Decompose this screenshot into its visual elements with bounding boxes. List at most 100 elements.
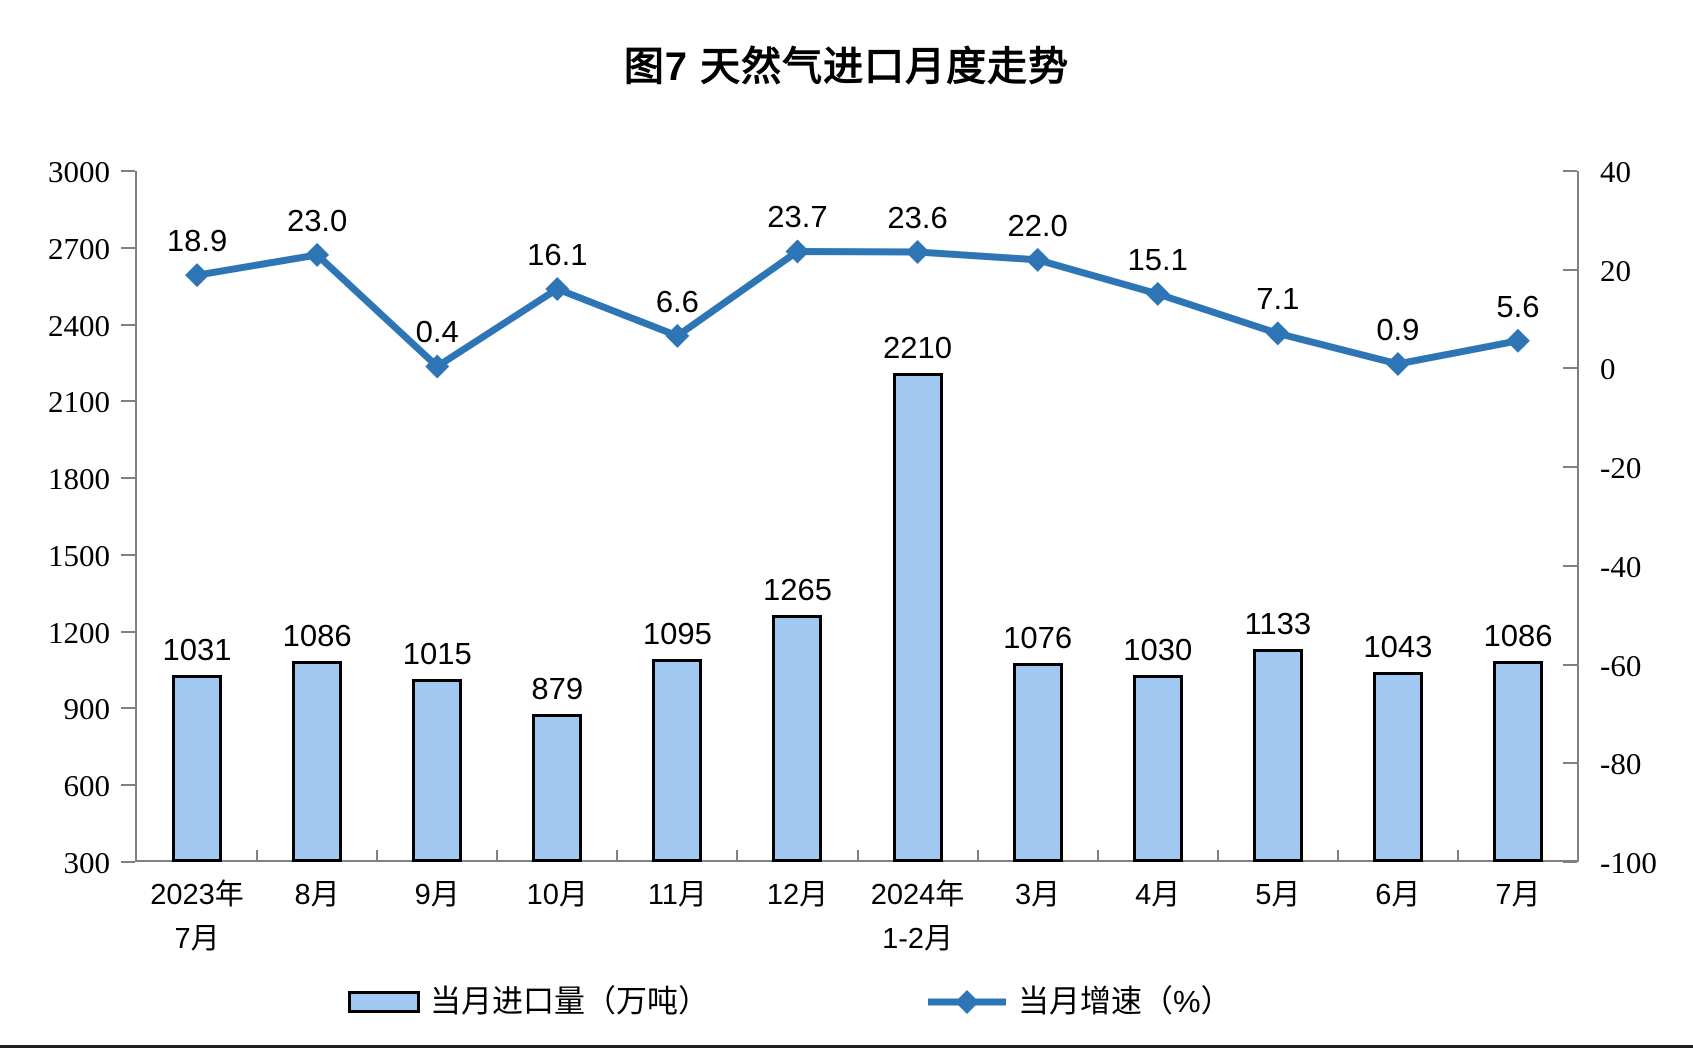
legend-item-imports: 当月进口量（万吨） [348, 986, 709, 1017]
bar [292, 660, 343, 862]
line-point-label: 15.1 [1127, 241, 1188, 277]
bar [1252, 648, 1303, 862]
x-axis-line [135, 860, 1579, 862]
left-axis-tick-label: 3000 [48, 154, 110, 189]
line-marker-diamond-icon [185, 263, 210, 288]
line-point-label: 16.1 [527, 236, 588, 272]
left-axis-tick [121, 553, 135, 556]
x-axis-label: 2023年 7月 [150, 879, 244, 955]
right-axis-tick [1563, 268, 1577, 271]
line-marker-diamond-icon [1265, 321, 1290, 346]
line-legend-glyph [928, 989, 1006, 1014]
line-marker-diamond-icon [305, 242, 330, 267]
left-axis-tick-label: 2100 [48, 384, 110, 420]
line-marker-diamond-icon [665, 323, 690, 348]
legend-label-growth: 当月增速（%） [1018, 984, 1232, 1019]
x-axis-label: 12月 [766, 879, 829, 911]
right-axis-tick [1563, 466, 1577, 469]
x-axis-tick [1216, 850, 1219, 860]
line-marker-diamond-icon [1025, 247, 1050, 272]
bar [1372, 671, 1423, 862]
line-legend-swatch-icon [926, 989, 1008, 1015]
line-point-label: 5.6 [1496, 288, 1540, 324]
x-axis-tick [616, 850, 619, 860]
legend-label-imports: 当月进口量（万吨） [430, 984, 709, 1019]
bottom-divider [0, 1045, 1693, 1048]
bar-value-label: 1086 [282, 617, 352, 653]
bar-legend-swatch-icon [348, 990, 420, 1013]
x-axis-tick [1456, 850, 1459, 860]
bar-value-label: 1043 [1363, 628, 1433, 664]
bar [1132, 675, 1183, 862]
x-axis-label: 9月 [414, 879, 460, 911]
bar-value-label: 2210 [883, 330, 953, 366]
x-axis-tick [256, 850, 259, 860]
left-axis-tick [121, 477, 135, 480]
right-axis-tick-label: -40 [1600, 548, 1642, 584]
left-axis-tick-label: 1500 [48, 537, 110, 573]
x-axis-tick [736, 850, 739, 860]
left-axis-tick-label: 1200 [48, 614, 110, 650]
chart-title: 图7 天然气进口月度走势 [623, 45, 1070, 89]
left-axis-tick [121, 707, 135, 710]
right-axis-tick-label: -100 [1600, 845, 1657, 880]
line-marker-diamond-icon [1505, 328, 1530, 353]
bar [772, 615, 823, 862]
right-axis-tick-label: -20 [1600, 450, 1642, 486]
left-axis-tick [121, 861, 135, 863]
bar-value-label: 1133 [1244, 605, 1312, 641]
x-axis-label: 6月 [1375, 879, 1421, 911]
line-point-label: 6.6 [655, 283, 699, 319]
x-axis-label: 4月 [1135, 879, 1181, 911]
x-axis-label: 11月 [647, 879, 707, 911]
left-axis-tick-label: 2700 [48, 230, 110, 266]
line-marker-diamond-icon [425, 354, 450, 379]
bar-value-label: 1030 [1123, 632, 1193, 668]
x-axis-label: 8月 [294, 879, 340, 911]
right-axis-tick-label: 20 [1600, 252, 1631, 288]
line-point-label: 23.7 [767, 199, 828, 235]
bar [1492, 660, 1543, 862]
left-axis-tick [121, 784, 135, 787]
line-marker-diamond-icon [1385, 351, 1410, 376]
x-axis-tick [976, 850, 979, 860]
right-axis-tick [1563, 663, 1577, 666]
line-point-label: 0.9 [1376, 311, 1420, 347]
bar [652, 658, 703, 862]
left-axis-tick-label: 2400 [48, 307, 110, 343]
right-axis-tick [1563, 367, 1577, 370]
bar-value-label: 1031 [162, 631, 232, 667]
legend-item-growth: 当月增速（%） [926, 986, 1232, 1017]
line-point-label: 18.9 [166, 223, 228, 259]
left-axis-tick-label: 1800 [48, 461, 110, 497]
left-axis-tick [121, 630, 135, 633]
left-axis-tick [121, 246, 135, 249]
bar-value-label: 1265 [762, 572, 832, 608]
left-axis-tick [121, 400, 135, 403]
right-axis-tick-label: -80 [1600, 746, 1642, 782]
line-point-label: 0.4 [415, 314, 459, 350]
line-marker-diamond-icon [905, 239, 930, 264]
x-axis-tick [1336, 850, 1339, 860]
x-axis-tick [376, 850, 379, 860]
bar-value-label: 1086 [1483, 617, 1553, 653]
line-point-label: 22.0 [1007, 207, 1068, 243]
x-axis-label: 10月 [526, 879, 588, 911]
bar [532, 713, 583, 862]
line-marker-diamond-icon [545, 276, 570, 301]
left-axis-tick-label: 300 [63, 845, 111, 880]
x-axis-label: 7月 [1495, 879, 1541, 911]
line-marker-diamond-icon [785, 239, 810, 264]
left-axis-line [135, 171, 137, 862]
x-axis-label: 5月 [1255, 879, 1301, 911]
line-point-label: 23.0 [286, 202, 348, 238]
right-axis-tick-label: 40 [1600, 154, 1631, 189]
x-axis-tick [856, 850, 859, 860]
line-marker-diamond-icon [1145, 281, 1170, 306]
left-axis-tick-label: 900 [63, 691, 111, 727]
line-point-label: 7.1 [1256, 281, 1300, 317]
bar-value-label: 879 [531, 670, 584, 706]
right-axis-tick [1563, 861, 1577, 863]
